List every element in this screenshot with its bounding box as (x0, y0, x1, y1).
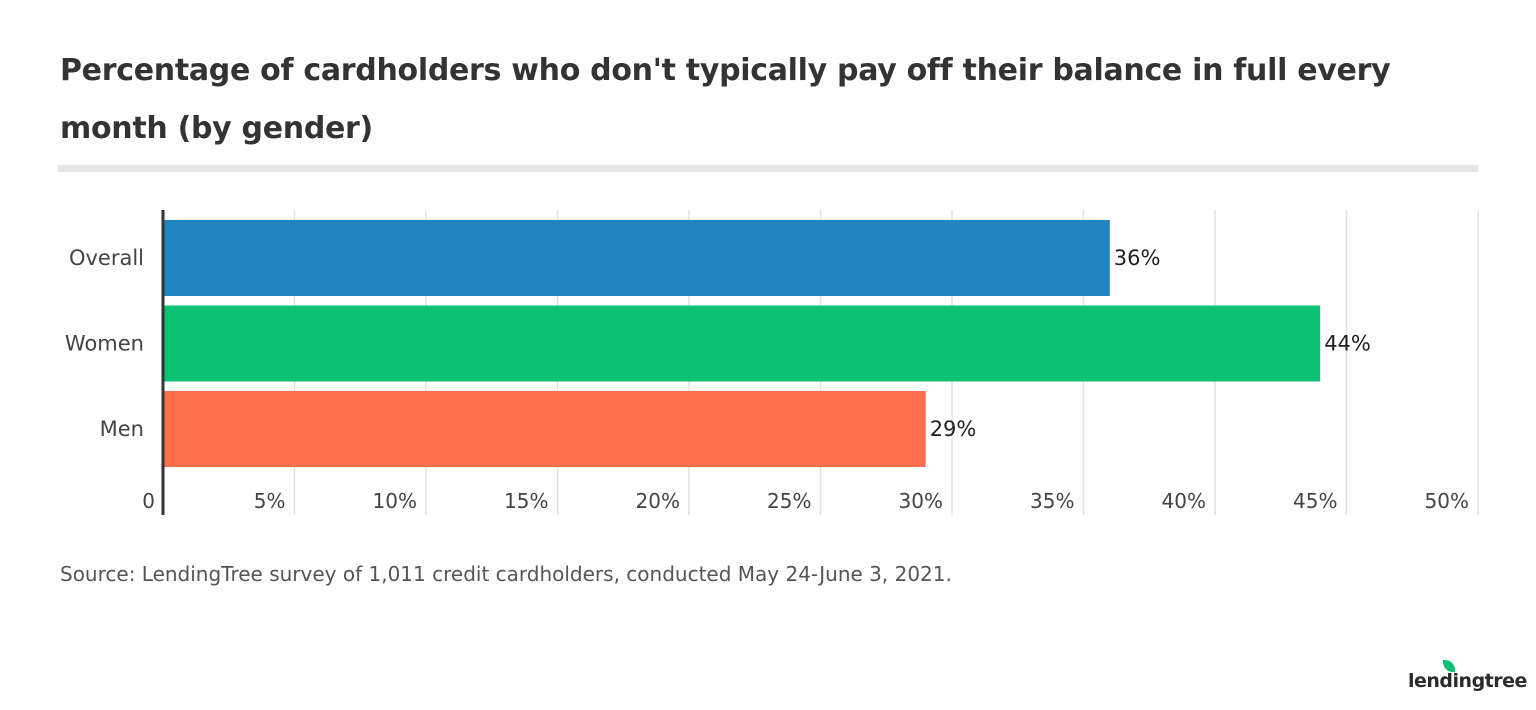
x-tick-label: 35% (1030, 489, 1074, 513)
source-note: Source: LendingTree survey of 1,011 cred… (60, 562, 952, 586)
bar-men (163, 391, 926, 467)
lendingtree-logo: lendingtree (1408, 670, 1527, 692)
data-label: 36% (1114, 246, 1161, 270)
y-category-label: Men (100, 417, 144, 441)
x-tick-label: 20% (636, 489, 680, 513)
x-tick-label: 50% (1425, 489, 1469, 513)
data-label: 44% (1324, 332, 1371, 356)
x-tick-label: 0 (142, 489, 155, 513)
x-tick-label: 10% (373, 489, 417, 513)
x-tick-label: 40% (1162, 489, 1206, 513)
x-tick-label: 45% (1293, 489, 1337, 513)
y-category-label: Women (65, 332, 144, 356)
x-tick-label: 5% (254, 489, 286, 513)
data-label: 29% (930, 417, 977, 441)
bar-overall (163, 220, 1110, 296)
x-tick-label: 15% (504, 489, 548, 513)
bar-women (163, 305, 1321, 382)
y-category-label: Overall (69, 246, 144, 270)
logo-leaf-icon (1443, 660, 1455, 672)
x-tick-label: 25% (767, 489, 811, 513)
title-divider (58, 165, 1478, 172)
x-tick-label: 30% (899, 489, 943, 513)
chart-title: Percentage of cardholders who don't typi… (60, 53, 1391, 146)
